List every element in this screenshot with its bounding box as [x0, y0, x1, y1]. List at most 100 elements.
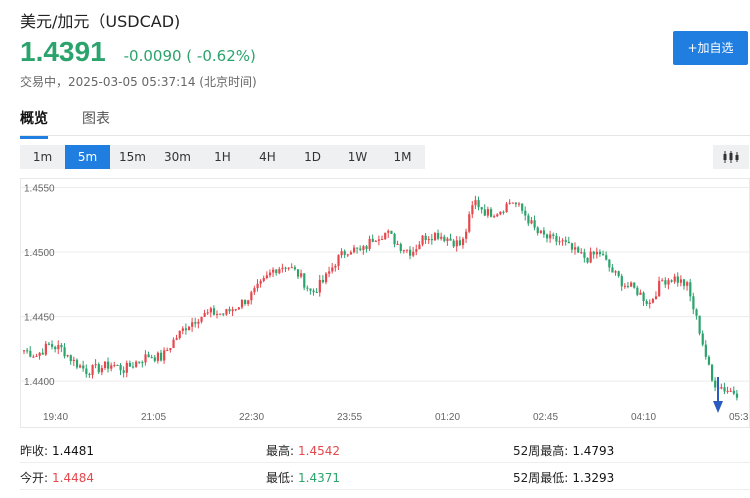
candle-body [365, 246, 368, 249]
candle-body [661, 280, 664, 282]
candle-body [673, 276, 676, 282]
candle-body [707, 356, 711, 365]
candle-body [32, 356, 35, 358]
candle-body [356, 247, 359, 249]
candle-body [256, 283, 259, 289]
chart-type-button[interactable] [713, 145, 749, 169]
candle-body [259, 280, 262, 284]
candle-body [424, 235, 427, 241]
period-1w[interactable]: 1W [347, 150, 368, 164]
candle-body [29, 350, 32, 357]
candle-body [595, 251, 598, 255]
candle-body [461, 238, 465, 246]
candle-body [418, 244, 421, 250]
candle-body [539, 230, 542, 234]
candle-body [633, 282, 636, 288]
candlestick-chart[interactable]: 1.4550 1.4500 1.4450 1.4400 19:40 21:05 22:30… [21, 179, 749, 427]
candle-body [409, 249, 412, 256]
candle-body [415, 249, 418, 252]
candle-body [340, 251, 343, 256]
period-1m[interactable]: 1m [32, 150, 53, 164]
candle-body [159, 352, 163, 361]
candle-body [524, 210, 527, 216]
price-chart[interactable]: 1.4550 1.4500 1.4450 1.4400 19:40 21:05 22:30… [20, 178, 750, 428]
candle-body [433, 233, 437, 241]
candle-body [704, 344, 707, 357]
candle-body [47, 343, 51, 345]
candle-body [480, 207, 483, 210]
candle-body [116, 364, 119, 366]
candle-body [75, 359, 79, 368]
candle-body [169, 348, 172, 351]
candle-body [558, 241, 561, 243]
candle-body [57, 344, 60, 350]
candle-body [486, 209, 490, 216]
period-1mo[interactable]: 1M [393, 150, 412, 164]
candle-body [477, 200, 480, 208]
candle-body [639, 292, 642, 295]
candle-body [552, 234, 555, 236]
candle-body [150, 357, 153, 359]
candle-body [533, 220, 536, 228]
candle-body [514, 202, 518, 205]
period-30m[interactable]: 30m [164, 150, 191, 164]
stat-52w-low: 52周最低: 1.3293 [513, 471, 615, 485]
candle-body [446, 238, 449, 242]
candle-body [545, 234, 549, 239]
candle-body [275, 269, 278, 274]
tab-chart[interactable]: 图表 [82, 111, 110, 127]
candle-body [729, 390, 732, 392]
candle-body [645, 301, 648, 304]
candle-body [602, 254, 605, 256]
candle-body [396, 243, 399, 245]
candle-body [131, 366, 135, 368]
candle-body [122, 370, 125, 373]
candle-body [352, 247, 356, 253]
candle-body [427, 239, 430, 241]
candle-body [465, 231, 468, 239]
candle-body [231, 309, 234, 312]
period-1h[interactable]: 1H [214, 150, 231, 164]
stat-52w-high: 52周最高: 1.4793 [513, 444, 615, 458]
candle-body [281, 267, 284, 270]
candle-body [611, 267, 614, 273]
candle-body [225, 309, 228, 315]
stat-low: 最低: 1.4371 [266, 471, 341, 485]
candle-body [212, 308, 216, 315]
candle-body [471, 205, 474, 215]
period-5m[interactable]: 5m [65, 145, 110, 169]
candle-body [23, 350, 26, 352]
tab-overview[interactable]: 概览 [20, 108, 48, 139]
add-to-watchlist-button[interactable]: +加自选 [673, 31, 748, 65]
x-tick-label: 05:3 [729, 412, 749, 423]
candle-body [443, 236, 446, 242]
candle-body [100, 367, 104, 373]
candle-body [692, 296, 695, 310]
candle-body [262, 278, 265, 281]
candle-body [97, 364, 100, 373]
candle-body [209, 308, 212, 313]
candle-body [564, 240, 567, 242]
candle-body [630, 282, 633, 287]
candle-body [91, 365, 94, 375]
candle-body [85, 368, 88, 374]
candle-body [60, 344, 63, 348]
candle-body [695, 309, 698, 316]
x-tick-label: 19:40 [43, 412, 68, 423]
candle-body [41, 352, 44, 355]
candle-body [312, 290, 315, 293]
candle-body [686, 282, 689, 286]
candle-body [253, 288, 256, 293]
candle-body [306, 287, 309, 289]
candle-body [542, 230, 546, 235]
candle-body [620, 276, 623, 287]
period-1d[interactable]: 1D [304, 150, 321, 164]
candle-body [720, 387, 723, 389]
period-4h[interactable]: 4H [259, 150, 276, 164]
period-15m[interactable]: 15m [119, 150, 146, 164]
candle-body [82, 365, 85, 369]
candle-body [452, 240, 455, 247]
view-tabs: 概览 图表 [20, 108, 144, 139]
candle-body [598, 251, 602, 255]
x-tick-label: 21:05 [141, 412, 166, 423]
